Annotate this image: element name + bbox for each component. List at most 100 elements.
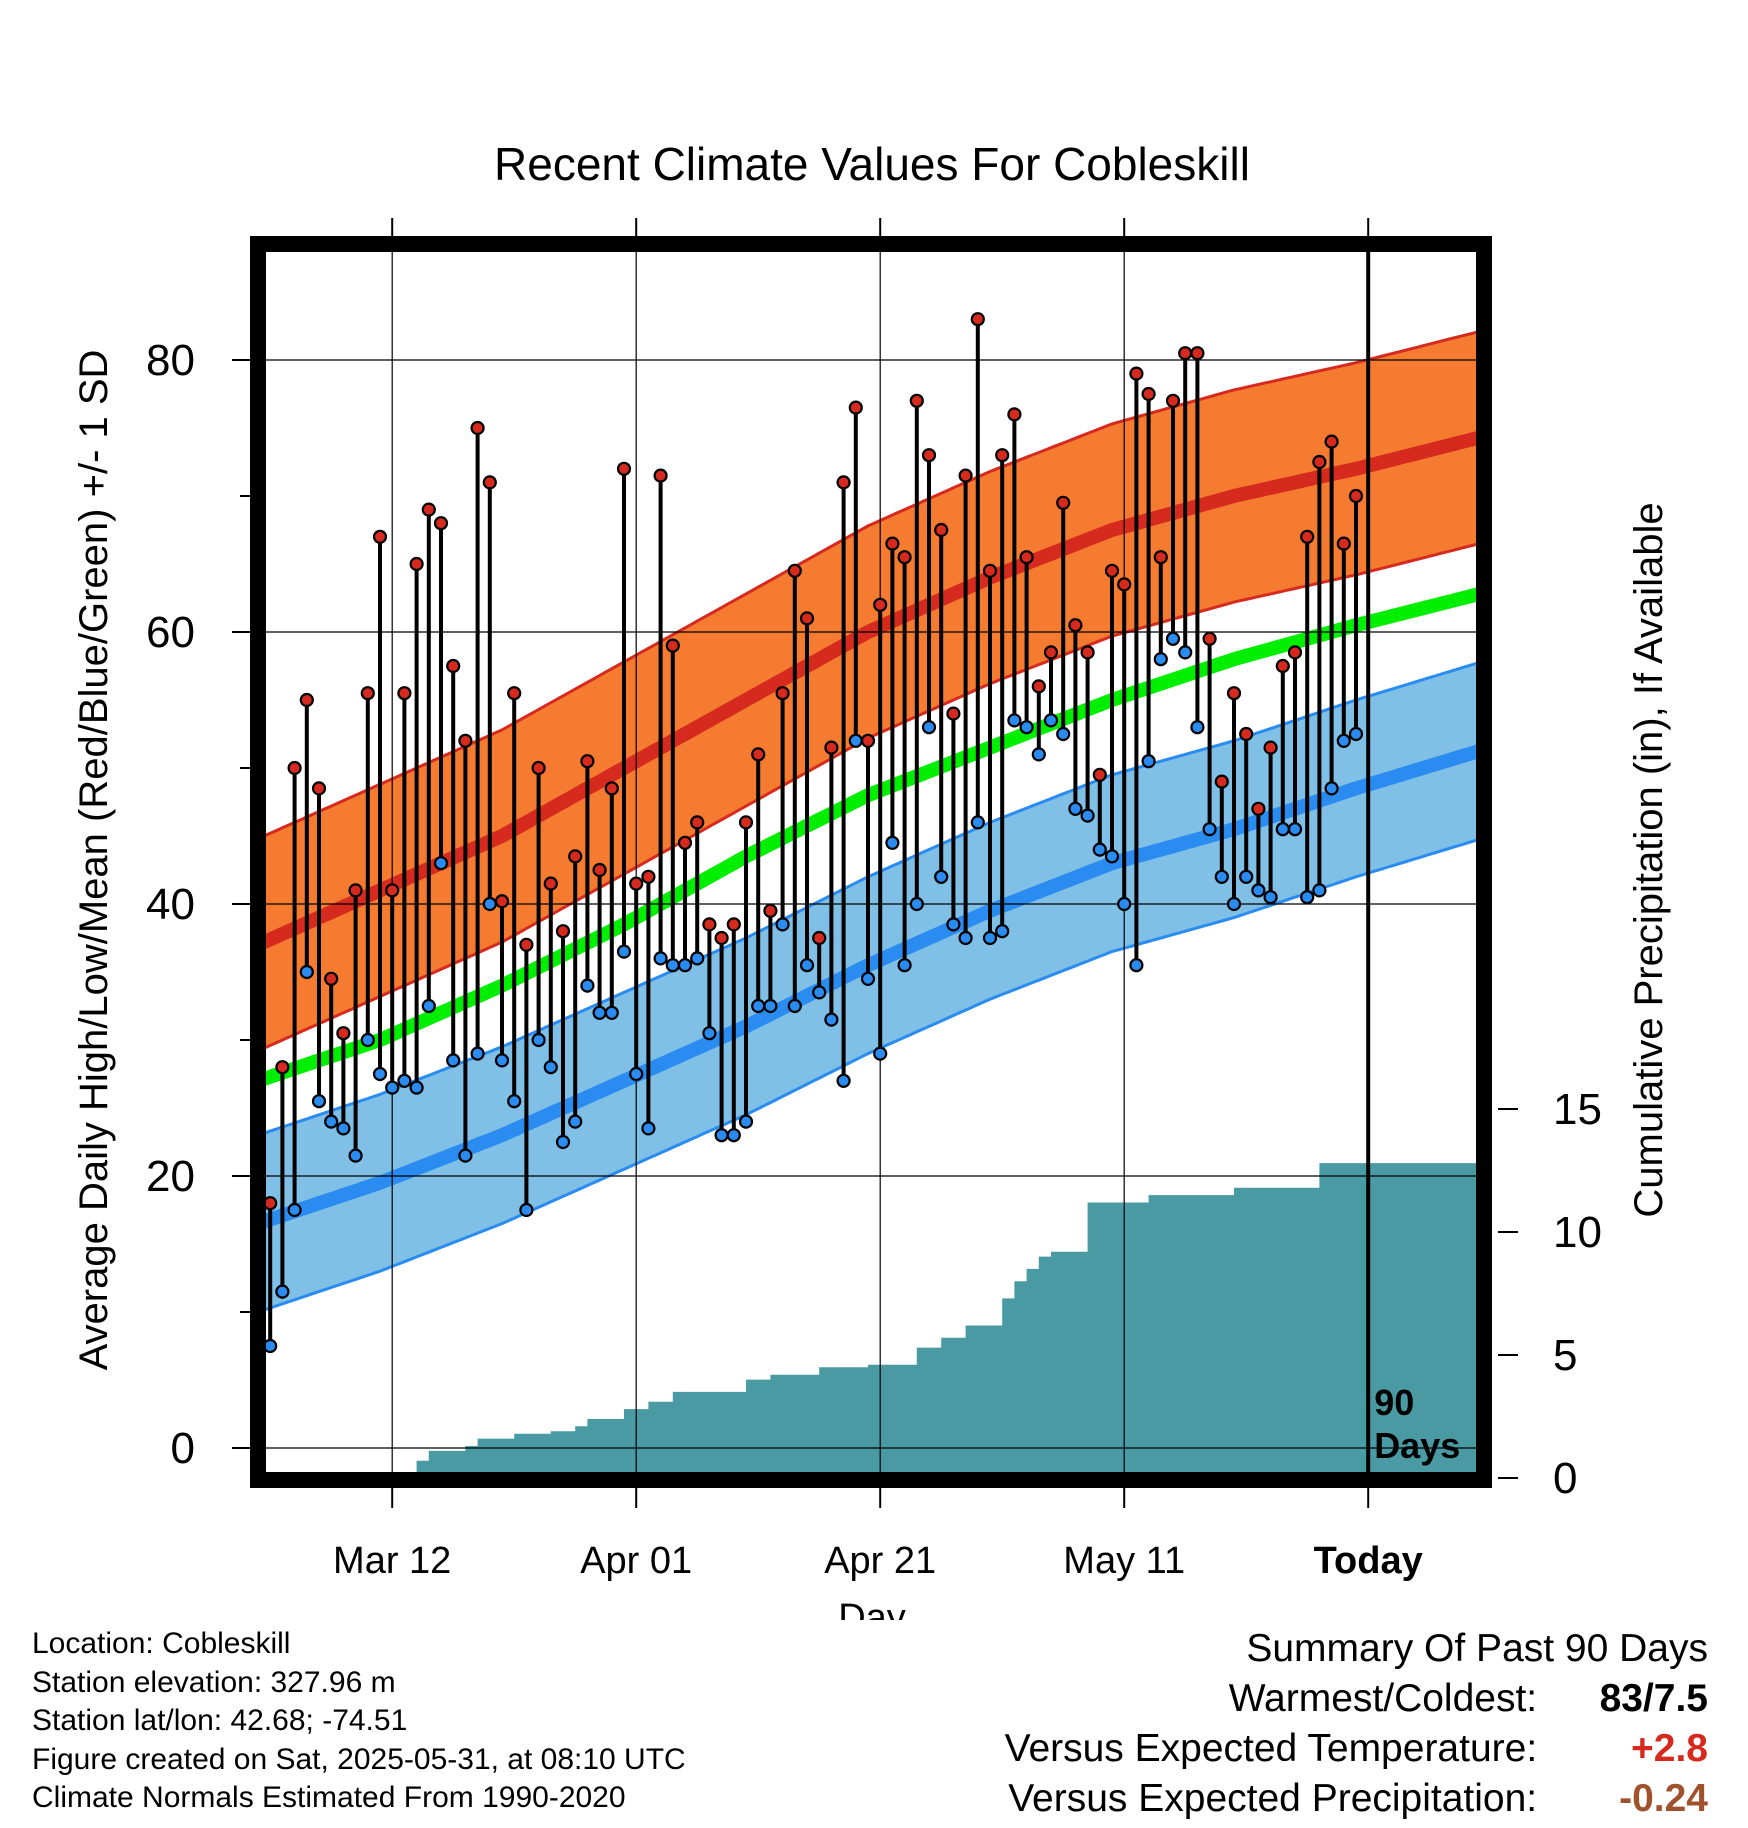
daily-high-point [1214, 774, 1229, 789]
daily-high-point [934, 522, 949, 538]
daily-low-point [714, 1128, 729, 1143]
daily-low-point [1141, 754, 1156, 769]
daily-low-point [1080, 808, 1095, 823]
daily-high-point [1043, 645, 1059, 660]
daily-low-point [568, 1114, 583, 1129]
daily-high-point [580, 754, 595, 769]
daily-high-point [873, 597, 888, 612]
daily-low-point [409, 1080, 424, 1095]
daily-low-point [397, 1073, 412, 1088]
daily-high-point [311, 781, 327, 796]
daily-high-point [372, 529, 388, 544]
summary-panel: Summary Of Past 90 Days Warmest/Coldest:… [1005, 1624, 1708, 1824]
daily-low-point [1019, 720, 1034, 735]
daily-low-point [1129, 958, 1144, 973]
daily-low-point [360, 1032, 375, 1048]
chart-title: Recent Climate Values For Cobleskill [494, 138, 1250, 190]
daily-low-point [531, 1032, 546, 1048]
daily-low-point [555, 1134, 571, 1150]
daily-high-point [1141, 386, 1156, 402]
daily-high-point [995, 448, 1010, 463]
daily-low-point [1056, 726, 1071, 742]
plot-frame [250, 236, 1492, 1488]
daily-low-point [299, 964, 314, 980]
daily-low-point [1007, 713, 1022, 728]
daily-low-point [1239, 869, 1254, 884]
axes-layer: 0 20 40 60 80 Mar 12 Apr 01 Apr 21 May 11 Today 0 5… [72, 218, 1671, 1620]
daily-low-point [897, 958, 912, 973]
daily-low-point [934, 869, 949, 884]
daily-high-point [287, 760, 302, 776]
daily-low-point [1263, 890, 1278, 905]
normal-low-band [260, 661, 1482, 1312]
daily-low-point [1214, 869, 1229, 884]
daily-high-point [763, 903, 778, 918]
daily-low-point [653, 951, 668, 966]
normal-high-band-lower-edge [260, 541, 1482, 1052]
daily-high-point [897, 550, 912, 565]
daily-high-point [738, 815, 754, 830]
location-text: Location: Cobleskill [32, 1627, 291, 1660]
precip-anomaly-value: -0.24 [1619, 1777, 1708, 1820]
daily-high-point [360, 686, 375, 701]
summary-heading: Summary Of Past 90 Days [1246, 1627, 1708, 1670]
daily-low-point [921, 720, 937, 735]
daily-low-point [1226, 896, 1242, 912]
daily-low-point [848, 733, 863, 748]
daily-low-point [1043, 713, 1059, 728]
daily-low-point [446, 1053, 461, 1068]
y2-axis-label: Cumulative Precipitation (in), If Availa… [1627, 502, 1671, 1217]
daily-low-point [311, 1094, 327, 1109]
precipitation-area [260, 1163, 1482, 1478]
normal-mean-line-layer [260, 586, 1482, 1088]
daily-high-point [1165, 393, 1181, 408]
daily-high-point [958, 468, 973, 483]
daily-low-point [641, 1121, 656, 1136]
daily-low-point [799, 958, 815, 973]
daily-low-point [1324, 781, 1339, 796]
summary-precip-row: Versus Expected Precipitation: -0.24 [1005, 1774, 1708, 1824]
daily-low-point [763, 998, 778, 1014]
y-axis-label: Average Daily High/Low/Mean (Red/Blue/Gr… [72, 350, 116, 1371]
daily-low-point [982, 930, 998, 946]
daily-high-point [470, 420, 485, 436]
daily-high-point [751, 747, 766, 762]
daily-high-point [275, 1060, 290, 1075]
daily-low-point [1117, 896, 1132, 912]
daily-low-point [1165, 631, 1181, 646]
daily-high-point [1251, 801, 1266, 816]
daily-high-point [1239, 726, 1254, 742]
y-tick-label: 0 [171, 1424, 195, 1473]
daily-high-point [1019, 550, 1034, 565]
daily-low-point [629, 1066, 644, 1082]
daily-low-point [385, 1080, 400, 1095]
daily-high-point [543, 876, 558, 891]
daily-high-point [677, 835, 693, 850]
daily-high-point [1324, 434, 1339, 449]
daily-high-point [555, 924, 571, 939]
daily-high-point [421, 502, 436, 517]
temp-anomaly-label: Versus Expected Temperature: [1004, 1727, 1538, 1770]
daily-low-point [836, 1073, 851, 1088]
daily-low-point [616, 944, 632, 959]
station-info: Location: Cobleskill Station elevation: … [32, 1625, 686, 1818]
normal-mean-line [260, 586, 1482, 1088]
daily-high-point [1068, 618, 1083, 633]
daily-high-point [348, 883, 363, 898]
daily-low-point [738, 1114, 754, 1129]
y2-tick-label: 5 [1553, 1331, 1577, 1380]
daily-low-point [787, 998, 802, 1014]
daily-low-point [885, 835, 900, 850]
daily-high-point [458, 733, 473, 748]
today-marker-label-days-count: 90 [1374, 1382, 1414, 1423]
daily-low-point [1104, 849, 1120, 864]
daily-high-point [1275, 658, 1290, 674]
daily-high-point [970, 312, 985, 327]
daily-low-point [873, 1046, 888, 1061]
daily-high-point [812, 930, 827, 946]
daily-high-point [1202, 631, 1217, 646]
x-axis-label: Day [838, 1597, 906, 1620]
daily-high-point [385, 883, 400, 898]
precipitation-area-layer [260, 1163, 1482, 1478]
